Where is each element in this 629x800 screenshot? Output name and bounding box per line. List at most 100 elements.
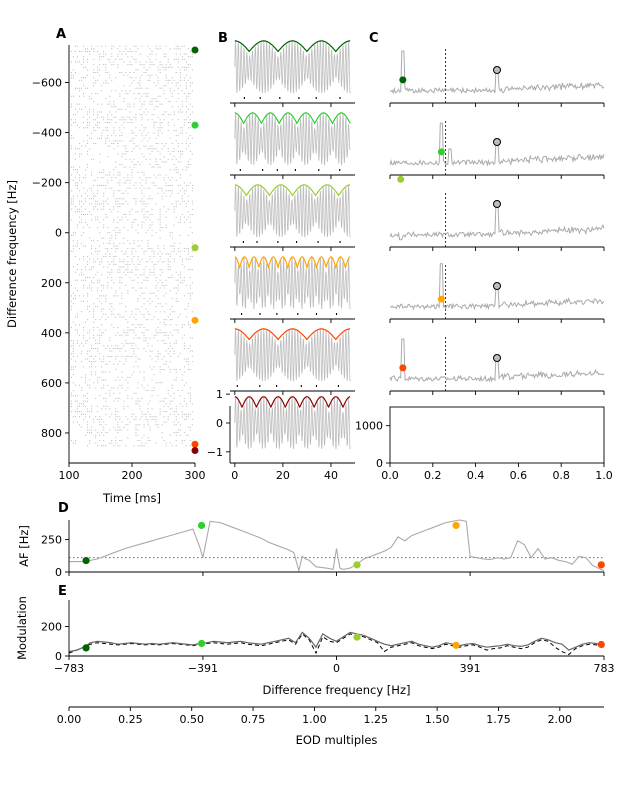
y-tick-label: 600 xyxy=(41,377,62,390)
modulation-marker xyxy=(197,639,206,648)
carrier-trace xyxy=(234,40,351,94)
envelope-trace xyxy=(234,256,351,270)
envelope-trace xyxy=(234,112,351,125)
x-tick-label: 200 xyxy=(122,469,143,482)
carrier-trace xyxy=(234,396,351,450)
y-axis-label: Modulation xyxy=(15,596,29,660)
panel-e: 0 200 −783 −391 0 391 783 Difference frequency … xyxy=(15,596,615,747)
y-axis-label: Difference frequency [Hz] xyxy=(5,180,19,328)
envelope-trace xyxy=(234,328,351,341)
panel-letter-e: E xyxy=(58,584,67,599)
y-tick-label: 0 xyxy=(55,650,62,663)
y-tick-label: 250 xyxy=(41,534,62,547)
carrier-trace xyxy=(234,257,351,310)
x-tick-label: 0 xyxy=(333,662,340,675)
panel-c: 0.0 0.2 0.4 0.6 0.8 1.0 0 1000 xyxy=(355,49,613,482)
spike-ticks xyxy=(241,313,338,315)
spectrum-trace xyxy=(389,205,605,241)
modulation-dashed-trace xyxy=(68,633,605,656)
eod-tick-label: 0.25 xyxy=(118,713,143,726)
envelope-trace xyxy=(234,40,351,53)
x-tick-label: −783 xyxy=(54,662,84,675)
y-tick-label: −600 xyxy=(32,77,62,90)
x-tick-label: 783 xyxy=(594,662,615,675)
x-axis-label: Difference frequency [Hz] xyxy=(263,683,411,697)
spike-ticks xyxy=(242,241,341,243)
carrier-trace xyxy=(234,112,351,166)
y-tick-label: −200 xyxy=(32,177,62,190)
x-tick-label: 300 xyxy=(185,469,206,482)
y-tick-label: 1 xyxy=(216,388,223,401)
modulation-marker xyxy=(597,640,605,649)
panel-d: 0 250 AF [Hz] xyxy=(17,519,605,579)
y-tick-label: 800 xyxy=(41,427,62,440)
spike-ticks xyxy=(243,97,341,99)
df-marker xyxy=(191,244,199,252)
modulation-marker xyxy=(452,641,460,649)
x-tick-label: 0.8 xyxy=(552,469,570,482)
eod-marker xyxy=(493,200,501,208)
envelope-trace xyxy=(234,184,351,197)
eod-tick-label: 1.50 xyxy=(425,713,450,726)
peak-marker xyxy=(399,364,407,372)
eod-tick-label: 0.75 xyxy=(241,713,266,726)
eod-tick-label: 1.75 xyxy=(486,713,511,726)
carrier-trace xyxy=(234,328,351,382)
x-tick-label: 0 xyxy=(231,469,238,482)
y-tick-label: 1000 xyxy=(355,420,383,433)
af-marker xyxy=(597,561,605,569)
panel-letter-c: C xyxy=(369,31,379,46)
y-tick-label: 0 xyxy=(216,417,223,430)
peak-marker xyxy=(399,76,407,84)
af-marker xyxy=(197,521,206,530)
y-tick-label: −1 xyxy=(207,446,223,459)
y-tick-label: 0 xyxy=(55,566,62,579)
modulation-trace xyxy=(68,631,605,653)
x-tick-label: 20 xyxy=(276,469,290,482)
eod-marker xyxy=(493,138,501,146)
panel-letter-a: A xyxy=(56,27,66,42)
eod-marker xyxy=(493,66,501,74)
x-tick-label: 100 xyxy=(59,469,80,482)
modulation-marker xyxy=(353,633,361,641)
af-marker xyxy=(452,521,460,530)
eod-axis-label: EOD multiples xyxy=(296,733,378,747)
af-marker xyxy=(82,556,90,565)
x-tick-label: 0.4 xyxy=(467,469,485,482)
eod-tick-label: 0.00 xyxy=(57,713,82,726)
panel-letter-b: B xyxy=(218,31,228,46)
panel-letter-d: D xyxy=(58,501,69,516)
y-tick-label: 0 xyxy=(55,227,62,240)
spike-ticks xyxy=(239,169,341,171)
df-marker xyxy=(191,440,199,448)
eod-marker xyxy=(493,282,501,290)
y-tick-label: 200 xyxy=(41,621,62,634)
y-tick-label: −400 xyxy=(32,127,62,140)
af-trace xyxy=(69,519,605,573)
eod-tick-label: 1.25 xyxy=(364,713,389,726)
peak-marker xyxy=(437,148,445,156)
eod-tick-label: 2.00 xyxy=(548,713,573,726)
df-marker xyxy=(191,46,199,54)
x-tick-label: 391 xyxy=(460,662,481,675)
x-tick-label: −391 xyxy=(188,662,218,675)
envelope-trace xyxy=(234,396,351,408)
x-tick-label: 1.0 xyxy=(595,469,613,482)
eod-tick-label: 0.50 xyxy=(179,713,204,726)
empty-axis-frame xyxy=(389,406,605,464)
eod-marker xyxy=(493,354,501,362)
x-tick-label: 0.2 xyxy=(424,469,442,482)
carrier-trace xyxy=(234,184,351,238)
y-tick-label: 200 xyxy=(41,277,62,290)
df-marker xyxy=(191,121,199,129)
modulation-marker xyxy=(82,644,90,652)
x-tick-label: 0.6 xyxy=(510,469,528,482)
eod-tick-label: 1.00 xyxy=(302,713,327,726)
df-marker xyxy=(191,446,199,454)
peak-marker xyxy=(437,295,445,303)
y-axis-label: AF [Hz] xyxy=(17,525,31,567)
af-marker xyxy=(353,561,361,569)
x-tick-label: 0.0 xyxy=(381,469,399,482)
spike-ticks xyxy=(236,385,339,387)
